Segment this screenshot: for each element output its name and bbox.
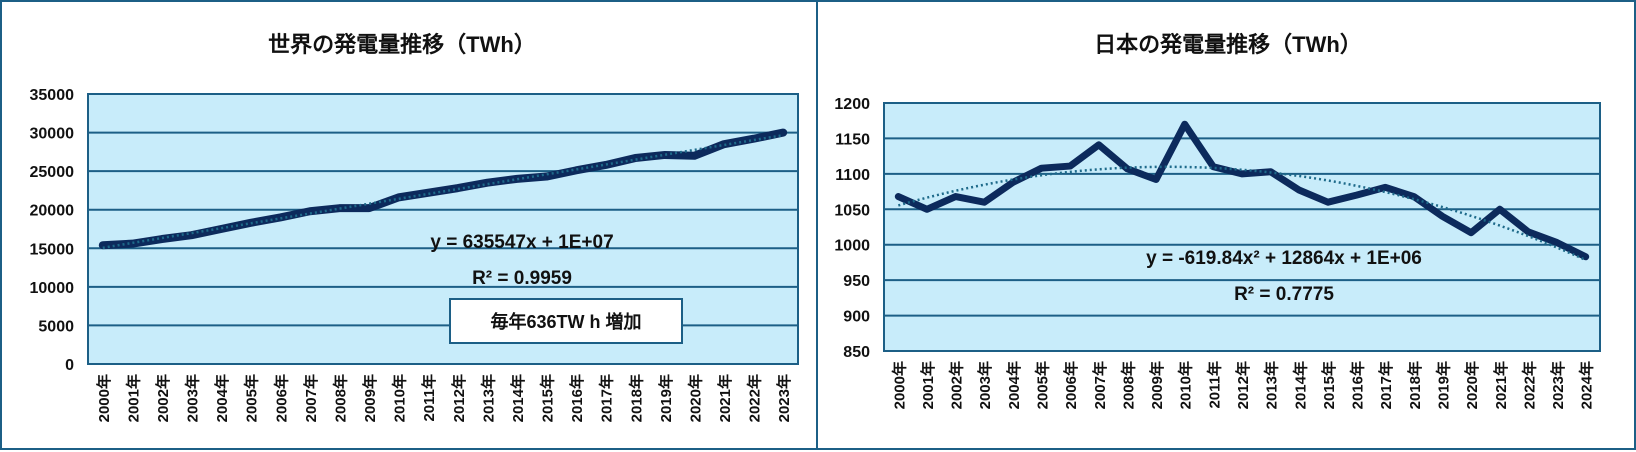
x-tick-label: 2009年 <box>1148 361 1166 409</box>
x-tick-label: 2003年 <box>184 374 202 422</box>
y-tick-label: 1150 <box>835 131 870 148</box>
x-tick-label: 2017年 <box>1377 361 1395 409</box>
annotation-box <box>449 298 683 344</box>
x-tick-label: 2020年 <box>1463 361 1481 409</box>
y-tick-label: 25000 <box>30 164 75 181</box>
annotation-text: 毎年636TW h 増加 <box>490 311 641 332</box>
x-tick-label: 2019年 <box>1434 361 1452 409</box>
x-tick-label: 2004年 <box>1005 361 1023 409</box>
trendline-equation: y = 635547x + 1E+07 <box>430 232 613 253</box>
x-tick-label: 2012年 <box>1234 361 1252 409</box>
x-tick-label: 2014年 <box>1291 361 1309 409</box>
x-tick-label: 2021年 <box>716 374 734 422</box>
x-tick-label: 2013年 <box>479 374 497 422</box>
x-tick-label: 2003年 <box>976 361 994 409</box>
x-tick-label: 2022年 <box>1520 361 1538 409</box>
x-tick-label: 2000年 <box>890 361 908 409</box>
y-tick-label: 950 <box>843 273 870 290</box>
x-tick-label: 2021年 <box>1492 361 1510 409</box>
plot-area <box>883 102 1601 352</box>
x-tick-label: 2024年 <box>1578 361 1596 409</box>
x-tick-label: 2019年 <box>657 374 675 422</box>
x-tick-label: 2002年 <box>948 361 966 409</box>
x-tick-label: 2006年 <box>272 374 290 422</box>
plot-area <box>87 93 799 365</box>
x-tick-label: 2001年 <box>919 361 937 409</box>
chart-title: 日本の発電量推移（TWh） <box>1094 32 1362 57</box>
x-tick-label: 2014年 <box>509 374 527 422</box>
x-tick-label: 2016年 <box>568 374 586 422</box>
x-tick-label: 2004年 <box>213 374 231 422</box>
x-tick-label: 2017年 <box>598 374 616 422</box>
x-tick-label: 2023年 <box>775 374 793 422</box>
x-tick-label: 2009年 <box>361 374 379 422</box>
x-tick-label: 2018年 <box>627 374 645 422</box>
x-tick-label: 2011年 <box>420 374 438 422</box>
y-tick-label: 15000 <box>30 241 75 258</box>
trendline-equation: y = -619.84x² + 12864x + 1E+06 <box>1146 248 1422 269</box>
world-chart-panel: 世界の発電量推移（TWh） 0 5000 10000 15000 20000 25000 30… <box>0 0 818 450</box>
x-tick-label: 2006年 <box>1062 361 1080 409</box>
y-tick-label: 0 <box>65 357 74 374</box>
x-tick-label: 2015年 <box>539 374 557 422</box>
x-tick-label: 2020年 <box>686 374 704 422</box>
x-tick-label: 2012年 <box>450 374 468 422</box>
y-tick-label: 10000 <box>30 280 75 297</box>
japan-chart-panel: 日本の発電量推移（TWh） 850 900 950 1000 1050 1100 1150 12… <box>816 0 1636 450</box>
y-tick-label: 1000 <box>834 238 870 255</box>
trendline <box>897 165 1587 262</box>
x-tick-label: 2000年 <box>95 374 113 422</box>
y-tick-label: 850 <box>843 344 870 361</box>
x-tick-label: 2010年 <box>391 374 409 422</box>
y-tick-label: 900 <box>843 309 870 326</box>
x-tick-label: 2016年 <box>1349 361 1367 409</box>
x-tick-label: 2011年 <box>1205 361 1223 409</box>
x-tick-label: 2022年 <box>746 374 764 422</box>
x-tick-label: 2007年 <box>1091 361 1109 409</box>
x-tick-label: 2018年 <box>1406 361 1424 409</box>
y-tick-label: 1200 <box>834 96 870 113</box>
x-tick-label: 2002年 <box>154 374 172 422</box>
japan-chart: 日本の発電量推移（TWh） 850 900 950 1000 1050 1100 1150 12… <box>834 32 1601 409</box>
trendline-r2: R² = 0.7775 <box>1234 284 1334 305</box>
trendline-r2: R² = 0.9959 <box>472 268 572 289</box>
x-tick-label: 2005年 <box>1034 361 1052 409</box>
x-tick-label: 2013年 <box>1263 361 1281 409</box>
x-tick-label: 2008年 <box>331 374 349 422</box>
x-tick-label: 2005年 <box>243 374 261 422</box>
world-chart: 世界の発電量推移（TWh） 0 5000 10000 15000 20000 25000 30… <box>30 32 799 422</box>
y-tick-label: 20000 <box>30 203 75 220</box>
x-tick-label: 2008年 <box>1119 361 1137 409</box>
y-tick-label: 1100 <box>835 167 870 184</box>
x-tick-label: 2010年 <box>1177 361 1195 409</box>
x-tick-label: 2015年 <box>1320 361 1338 409</box>
x-tick-label: 2023年 <box>1549 361 1567 409</box>
x-tick-label: 2007年 <box>302 374 320 422</box>
x-tick-label: 2001年 <box>124 374 142 422</box>
y-tick-label: 30000 <box>30 126 75 143</box>
y-tick-label: 5000 <box>38 318 74 335</box>
chart-title: 世界の発電量推移（TWh） <box>268 32 536 57</box>
y-tick-label: 35000 <box>30 87 75 104</box>
y-tick-label: 1050 <box>834 202 870 219</box>
